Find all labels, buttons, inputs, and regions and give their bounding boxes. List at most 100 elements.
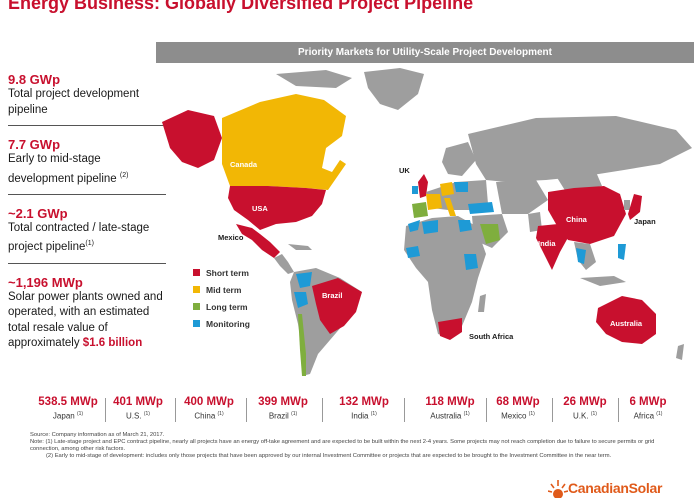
region-scandinavia — [442, 142, 476, 176]
market-value: 132 MWp — [339, 396, 389, 408]
swatch-short-term — [193, 269, 200, 276]
region-italy — [444, 198, 456, 216]
market-value: 6 MWp — [629, 396, 667, 408]
stat-total-pipeline: 9.8 GWp Total project development pipeli… — [8, 72, 166, 126]
market-mexico: 68 MWp Mexico (1) — [483, 395, 553, 422]
region-peru — [294, 292, 308, 308]
stat-value: 7.7 GWp — [8, 137, 61, 152]
map-label-australia: Australia — [610, 319, 643, 328]
market-japan: 538.5 MWp Japan (1) — [33, 395, 103, 422]
stat-description: Solar power plants owned and operated, w… — [8, 290, 166, 352]
region-south-africa — [438, 318, 462, 340]
region-germany — [440, 182, 454, 196]
pipeline-stats: 9.8 GWp Total project development pipeli… — [8, 72, 166, 363]
region-korea — [624, 200, 630, 210]
region-spain — [412, 202, 428, 218]
footnote-ref: (1) — [370, 411, 377, 417]
legend-monitoring: Monitoring — [193, 315, 250, 332]
footnote-ref: (2) — [119, 171, 129, 179]
region-philippines — [618, 244, 626, 260]
market-name: Japan — [52, 411, 75, 421]
stat-value: 9.8 GWp — [8, 72, 61, 87]
legend-short-term: Short term — [193, 264, 250, 281]
region-madagascar — [478, 294, 486, 312]
region-chile — [298, 314, 306, 376]
map-label-usa: USA — [252, 204, 268, 213]
region-uk — [418, 174, 428, 198]
map-label-mexico: Mexico — [218, 233, 244, 242]
market-label: China (1) — [174, 409, 244, 422]
resale-value: $1.6 billion — [82, 337, 143, 350]
region-indonesia — [580, 276, 626, 286]
stat-early-mid-pipeline: 7.7 GWp Early to mid-stage development p… — [8, 137, 166, 195]
region-central-america — [274, 254, 294, 274]
market-label: Brazil (1) — [248, 409, 318, 422]
region-central-asia — [496, 180, 548, 214]
region-morocco — [408, 220, 420, 232]
market-label: India (1) — [329, 409, 399, 422]
map-label-canada: Canada — [230, 160, 258, 169]
footnote-ref: (1) — [143, 411, 150, 417]
legend-label: Long term — [206, 301, 248, 312]
swatch-mid-term — [193, 286, 200, 293]
region-caribbean — [288, 244, 312, 250]
stat-owned-operated: ~1,196 MWp Solar power plants owned and … — [8, 275, 166, 352]
region-east-africa — [464, 254, 478, 270]
region-greenland — [364, 68, 424, 110]
region-brazil — [312, 278, 362, 334]
region-thailand — [576, 248, 586, 264]
market-china: 400 MWp China (1) — [174, 395, 244, 422]
region-india — [536, 224, 570, 270]
region-usa — [228, 186, 326, 230]
market-label: U.K. (1) — [550, 409, 620, 422]
market-name: India — [351, 411, 369, 421]
map-label-india: India — [538, 239, 556, 248]
stat-text: Total project development pipeline — [8, 88, 140, 116]
divider — [8, 125, 166, 126]
separator — [486, 398, 487, 422]
map-label-uk: UK — [399, 166, 410, 175]
map-legend: Short term Mid term Long term Monitoring — [193, 264, 250, 332]
world-map: Canada USA Mexico Brazil UK China Japan … — [156, 64, 696, 390]
market-label: Australia (1) — [415, 409, 485, 422]
region-japan — [628, 194, 642, 220]
market-name: Mexico — [501, 411, 527, 421]
stat-text: Early to mid-stage development pipeline — [8, 153, 117, 185]
region-france — [426, 194, 442, 210]
market-label: Japan (1) — [33, 409, 103, 422]
footnote-ref: (1) — [656, 411, 663, 417]
market-brazil: 399 MWp Brazil (1) — [248, 395, 318, 422]
market-australia: 118 MWp Australia (1) — [415, 395, 485, 422]
stat-value: ~1,196 MWp — [8, 274, 83, 290]
footnote-source: Source: Company information as of March … — [30, 432, 165, 438]
market-capacity-row: 538.5 MWp Japan (1) 401 MWp U.S. (1) 400… — [0, 395, 700, 425]
market-name: Africa — [633, 411, 655, 421]
market-uk: 26 MWp U.K. (1) — [550, 395, 620, 422]
legend-label: Mid term — [206, 284, 242, 295]
market-us: 401 MWp U.S. (1) — [103, 395, 173, 422]
swatch-long-term — [193, 303, 200, 310]
company-logo: CanadianSolar — [548, 478, 662, 498]
market-name: China — [194, 411, 216, 421]
world-map-svg: Canada USA Mexico Brazil UK China Japan … — [162, 68, 692, 376]
logo-text: CanadianSolar — [568, 480, 663, 496]
market-name: U.S. — [126, 411, 142, 421]
market-value: 400 MWp — [184, 396, 234, 408]
separator — [175, 398, 176, 422]
legend-long-term: Long term — [193, 298, 250, 315]
legend-label: Monitoring — [206, 318, 250, 329]
market-name: Australia — [430, 411, 462, 421]
separator — [404, 398, 405, 422]
stat-description: Early to mid-stage development pipeline … — [8, 152, 166, 187]
region-alaska — [162, 110, 222, 168]
map-header: Priority Markets for Utility-Scale Proje… — [156, 42, 694, 63]
map-label-brazil: Brazil — [322, 291, 342, 300]
legend-mid-term: Mid term — [193, 281, 250, 298]
separator — [105, 398, 106, 422]
market-name: U.K. — [573, 411, 589, 421]
swatch-monitoring — [193, 320, 200, 327]
footnote-ref: (1) — [217, 411, 224, 417]
separator — [246, 398, 247, 422]
separator — [552, 398, 553, 422]
footnote-ref: (1) — [76, 411, 84, 417]
